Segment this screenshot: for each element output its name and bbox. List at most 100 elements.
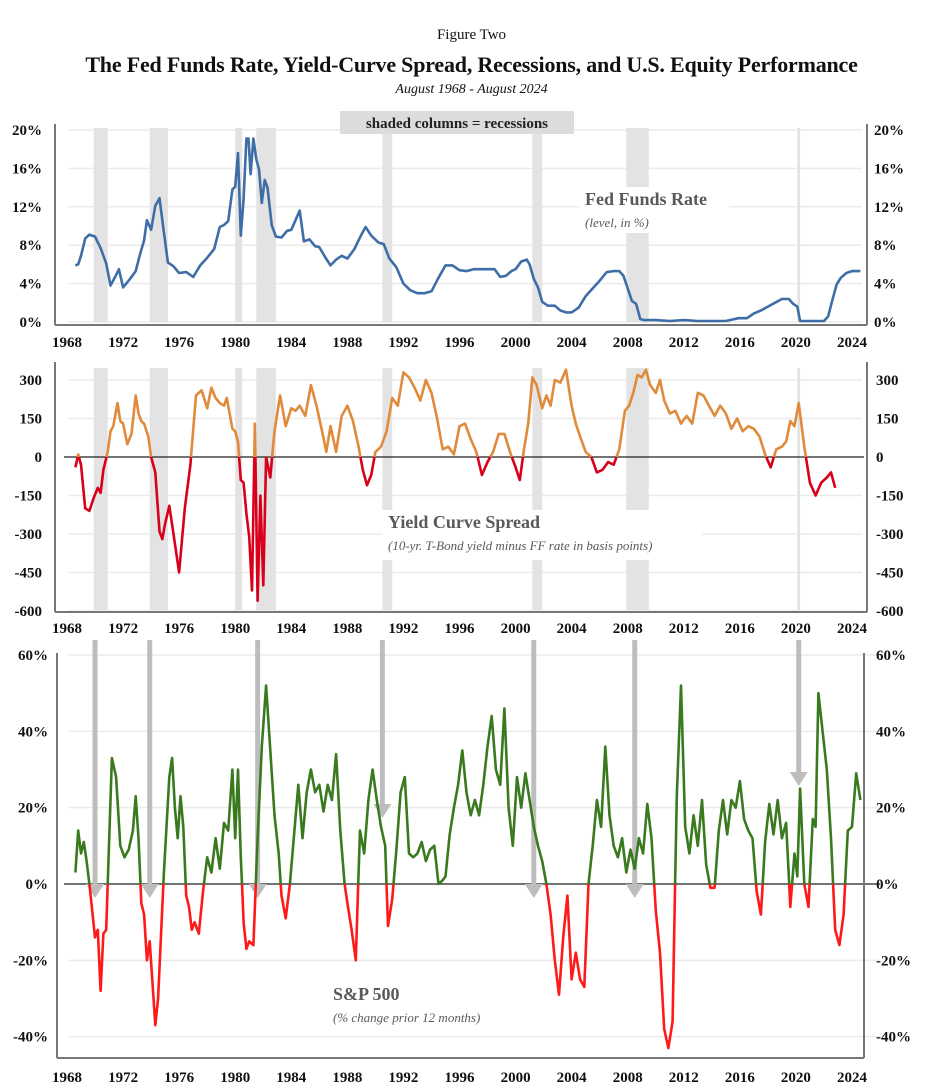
sp500-negative-segment xyxy=(184,883,206,935)
sp500-negative-segment xyxy=(139,883,165,1027)
recession-arrow-head xyxy=(373,804,392,818)
x-tick-label: 2008 xyxy=(613,1070,643,1086)
fed-funds-panel: 0% 0% 4% 4% 8% 8% 12% 12% 16% 16% 20% 20% 1968 1972 19… xyxy=(12,123,904,351)
sp500-negative-segment xyxy=(831,883,847,947)
x-tick-label: 2024 xyxy=(837,621,868,637)
x-tick-label: 1992 xyxy=(388,1070,418,1086)
spread-positive-segment xyxy=(615,368,768,458)
x-tick-label: 2012 xyxy=(669,621,699,637)
y-tick-label-left: -40% xyxy=(13,1030,48,1046)
x-tick-label: 1968 xyxy=(52,621,82,637)
x-tick-label: 1992 xyxy=(388,621,418,637)
figure-label: Figure Two xyxy=(436,27,507,43)
x-tick-label: 2004 xyxy=(557,335,588,351)
sp500-negative-segment xyxy=(240,883,258,951)
sp500-negative-segment xyxy=(708,883,717,890)
fed-funds-line xyxy=(74,137,861,323)
y-tick-label-left: -300 xyxy=(15,527,43,543)
sp500-negative-segment xyxy=(652,883,677,1050)
x-tick-label: 1996 xyxy=(445,621,476,637)
y-tick-label-left: 60% xyxy=(18,648,48,664)
y-tick-label-right: 300 xyxy=(876,373,899,389)
spread-positive-segment xyxy=(489,432,514,458)
x-tick-label: 2016 xyxy=(725,335,756,351)
sp500-negative-segment xyxy=(545,883,590,996)
x-tick-label: 2000 xyxy=(501,621,531,637)
spread-negative-segment xyxy=(149,456,193,574)
x-tick-label: 1976 xyxy=(164,335,195,351)
y-tick-label-right: 16% xyxy=(874,161,904,177)
legend-note-background xyxy=(340,111,574,134)
spread-negative-segment xyxy=(510,456,525,482)
y-tick-label-left: 20% xyxy=(12,123,42,139)
x-tick-label: 1968 xyxy=(52,335,82,351)
sp500-positive-segment xyxy=(790,787,806,885)
y-tick-label-right: 0% xyxy=(874,315,897,331)
recession-column xyxy=(256,128,276,322)
y-tick-label-left: -600 xyxy=(15,604,43,620)
series-sublabel: (10-yr. T-Bond yield minus FF rate in ba… xyxy=(388,538,652,553)
x-tick-label: 2000 xyxy=(501,335,531,351)
y-tick-label-right: 8% xyxy=(874,238,897,254)
y-tick-label-left: 150 xyxy=(20,412,43,428)
spread-positive-segment xyxy=(76,453,81,458)
x-tick-label: 1988 xyxy=(332,335,362,351)
sp500-positive-segment xyxy=(587,745,656,885)
y-tick-label-right: 20% xyxy=(874,123,904,139)
x-tick-label: 2024 xyxy=(837,335,868,351)
x-tick-label: 2012 xyxy=(669,1070,699,1086)
recession-legend-note: shaded columns = recessions xyxy=(340,111,574,134)
recession-column xyxy=(382,368,393,610)
chart-title: The Fed Funds Rate, Yield-Curve Spread, … xyxy=(85,52,858,77)
x-tick-label: 2016 xyxy=(725,621,756,637)
spread-negative-segment xyxy=(264,456,274,479)
x-tick-label: 2004 xyxy=(557,1070,588,1086)
spread-positive-segment xyxy=(189,386,241,458)
x-tick-label: 2008 xyxy=(613,335,643,351)
y-tick-label-left: -20% xyxy=(13,953,48,969)
x-tick-label: 1984 xyxy=(276,335,307,351)
recession-column xyxy=(797,128,801,322)
sp500-positive-segment xyxy=(202,768,244,885)
recession-arrow-head xyxy=(140,884,159,898)
x-tick-label: 1968 xyxy=(52,1070,82,1086)
series-sublabel: (% change prior 12 months) xyxy=(333,1010,480,1025)
series-label: S&P 500 xyxy=(333,984,400,1004)
x-tick-label: 1980 xyxy=(220,335,250,351)
spread-positive-segment xyxy=(772,401,808,458)
recession-column xyxy=(235,128,243,322)
y-tick-label-right: -450 xyxy=(876,566,904,582)
x-tick-label: 2020 xyxy=(781,621,811,637)
y-tick-label-left: 0 xyxy=(35,450,43,466)
y-tick-label-right: -600 xyxy=(876,604,904,620)
sp500-negative-segment xyxy=(803,883,811,909)
y-tick-label-right: 40% xyxy=(876,724,906,740)
recession-column xyxy=(93,128,108,322)
spread-negative-segment xyxy=(804,456,837,497)
y-tick-label-left: 4% xyxy=(20,277,43,293)
sp500-negative-segment xyxy=(88,883,109,993)
y-tick-label-left: 16% xyxy=(12,161,42,177)
sp500-positive-segment xyxy=(288,752,346,885)
sp500-negative-segment xyxy=(385,883,395,928)
sp500-positive-segment xyxy=(254,684,282,885)
recession-column xyxy=(797,368,801,610)
x-tick-label: 1976 xyxy=(164,1070,195,1086)
y-tick-label-right: -20% xyxy=(876,953,911,969)
recession-column xyxy=(532,128,543,322)
y-tick-label-left: 0% xyxy=(20,315,43,331)
spread-positive-segment xyxy=(253,422,257,458)
chart-subtitle: August 1968 - August 2024 xyxy=(395,82,548,97)
spread-positive-segment xyxy=(270,383,362,458)
recession-arrow-head xyxy=(248,884,267,898)
sp500-positive-segment xyxy=(162,756,187,885)
recession-arrow-head xyxy=(524,884,543,898)
x-tick-label: 2020 xyxy=(781,1070,811,1086)
spread-negative-segment xyxy=(476,456,492,477)
sp500-positive-segment xyxy=(392,707,548,886)
sp500-positive-segment xyxy=(761,798,791,885)
spread-negative-segment xyxy=(237,456,256,592)
y-tick-label-left: 8% xyxy=(20,238,43,254)
sp500-positive-segment xyxy=(713,779,758,885)
y-tick-label-right: 60% xyxy=(876,648,906,664)
